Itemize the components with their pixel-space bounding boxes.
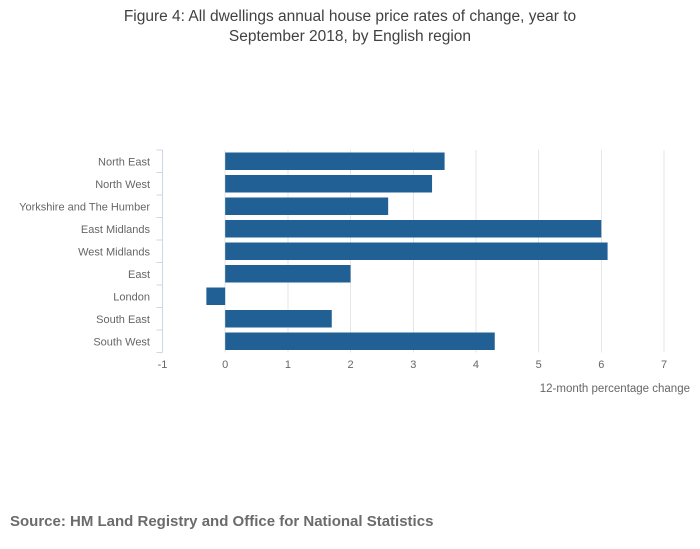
bar-south-west[interactable] — [225, 332, 495, 351]
chart-title: Figure 4: All dwellings annual house pri… — [0, 7, 700, 47]
bar-east[interactable] — [225, 265, 351, 283]
chart-title-line1: Figure 4: All dwellings annual house pri… — [123, 8, 577, 25]
category-label: London — [113, 291, 150, 303]
x-tick-label: 3 — [410, 359, 416, 371]
x-tick-label: 2 — [348, 359, 354, 371]
chart-title-line2: September 2018, by English region — [228, 28, 472, 45]
x-tick-label: -1 — [158, 359, 168, 371]
bar-south-east[interactable] — [225, 310, 332, 328]
bar-east-midlands[interactable] — [225, 220, 602, 238]
x-tick-label: 5 — [536, 359, 542, 371]
category-label: West Midlands — [78, 246, 150, 258]
category-label: South West — [93, 336, 150, 348]
category-label: East — [128, 269, 150, 281]
bar-north-west[interactable] — [225, 175, 433, 193]
x-tick-label: 4 — [473, 359, 479, 371]
x-tick-label: 0 — [222, 359, 228, 371]
category-label: Yorkshire and The Humber — [19, 201, 150, 213]
source-text: Source: HM Land Registry and Office for … — [10, 513, 434, 530]
category-label: East Midlands — [81, 224, 151, 236]
x-tick-label: 7 — [661, 359, 667, 371]
category-label: South East — [96, 314, 150, 326]
bar-west-midlands[interactable] — [225, 242, 608, 261]
x-axis-title: 12-month percentage change — [540, 383, 690, 395]
x-tick-label: 6 — [598, 359, 604, 371]
bar-yorkshire-and-the-humber[interactable] — [225, 197, 389, 216]
category-label: North West — [95, 179, 150, 191]
bar-north-east[interactable] — [225, 152, 445, 171]
category-label: North East — [98, 156, 150, 168]
bar-london[interactable] — [206, 287, 226, 306]
x-tick-label: 1 — [285, 359, 291, 371]
